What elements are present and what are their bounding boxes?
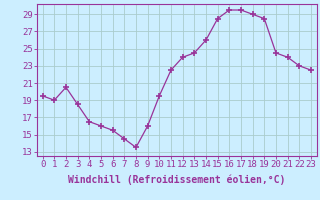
- X-axis label: Windchill (Refroidissement éolien,°C): Windchill (Refroidissement éolien,°C): [68, 175, 285, 185]
